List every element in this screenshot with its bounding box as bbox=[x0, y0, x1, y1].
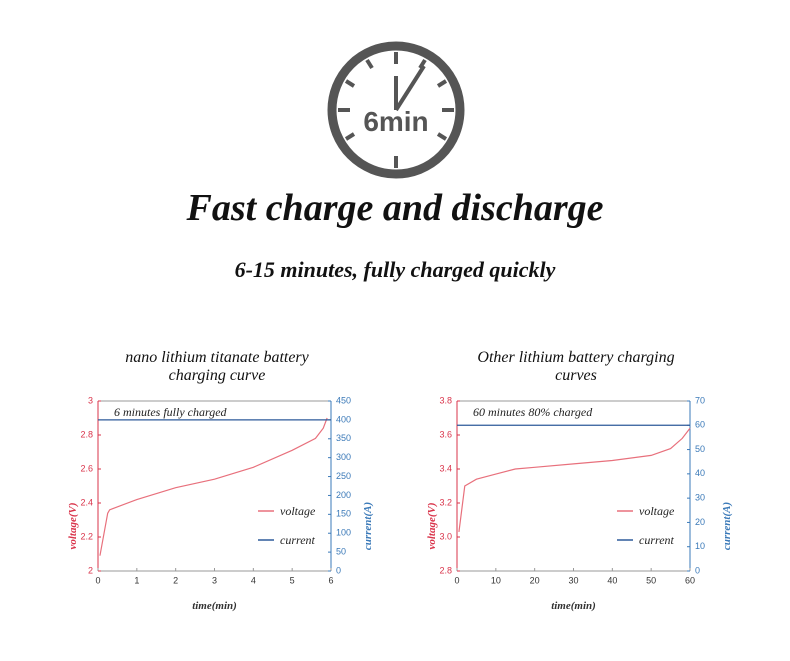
y2-axis-label: current(A) bbox=[362, 502, 374, 550]
page-title: Fast charge and discharge bbox=[186, 187, 604, 229]
y-tick-label: 2.8 bbox=[439, 565, 452, 575]
legend-label: current bbox=[280, 533, 316, 547]
y2-tick-label: 10 bbox=[695, 541, 705, 551]
y2-tick-label: 300 bbox=[336, 452, 351, 462]
y-tick-label: 3 bbox=[88, 395, 93, 405]
x-tick-label: 30 bbox=[568, 575, 578, 585]
x-tick-label: 60 bbox=[685, 575, 695, 585]
y2-tick-label: 70 bbox=[695, 395, 705, 405]
y2-tick-label: 50 bbox=[695, 444, 705, 454]
y2-tick-label: 350 bbox=[336, 433, 351, 443]
y2-tick-label: 0 bbox=[695, 565, 700, 575]
legend-label: voltage bbox=[280, 504, 316, 518]
y2-tick-label: 100 bbox=[336, 528, 351, 538]
page-subtitle: 6-15 minutes, fully charged quickly bbox=[235, 257, 556, 282]
chart-title: Other lithium battery charging curves bbox=[477, 349, 675, 384]
y-tick-label: 2.2 bbox=[80, 531, 93, 541]
y2-tick-label: 50 bbox=[336, 546, 346, 556]
x-tick-label: 0 bbox=[95, 575, 100, 585]
y2-tick-label: 30 bbox=[695, 493, 705, 503]
y2-tick-label: 400 bbox=[336, 414, 351, 424]
x-tick-label: 1 bbox=[134, 575, 139, 585]
y-tick-label: 2.6 bbox=[80, 463, 93, 473]
x-tick-label: 0 bbox=[454, 575, 459, 585]
x-axis-label: time(min) bbox=[192, 600, 237, 612]
y-axis-label: voltage(V) bbox=[67, 502, 79, 549]
x-tick-label: 10 bbox=[491, 575, 501, 585]
legend-label: voltage bbox=[639, 504, 675, 518]
y2-tick-label: 250 bbox=[336, 471, 351, 481]
y2-tick-label: 20 bbox=[695, 517, 705, 527]
y2-tick-label: 40 bbox=[695, 468, 705, 478]
y2-tick-label: 60 bbox=[695, 420, 705, 430]
annotation: 6 minutes fully charged bbox=[114, 405, 228, 419]
y-tick-label: 2.4 bbox=[80, 497, 93, 507]
series-line bbox=[99, 417, 328, 556]
y-tick-label: 2.8 bbox=[80, 429, 93, 439]
y-tick-label: 3.0 bbox=[439, 531, 452, 541]
x-tick-label: 50 bbox=[646, 575, 656, 585]
clock-label: 6min bbox=[363, 106, 428, 137]
y-tick-label: 3.8 bbox=[439, 395, 452, 405]
y2-tick-label: 150 bbox=[336, 509, 351, 519]
y2-tick-label: 450 bbox=[336, 395, 351, 405]
y2-tick-label: 200 bbox=[336, 490, 351, 500]
y-tick-label: 3.6 bbox=[439, 429, 452, 439]
annotation: 60 minutes 80% charged bbox=[473, 405, 593, 419]
y-tick-label: 3.2 bbox=[439, 497, 452, 507]
x-tick-label: 20 bbox=[530, 575, 540, 585]
y2-axis-label: current(A) bbox=[721, 502, 733, 550]
clock-icon bbox=[327, 41, 465, 179]
series-line bbox=[458, 427, 691, 532]
y-tick-label: 3.4 bbox=[439, 463, 452, 473]
x-tick-label: 6 bbox=[328, 575, 333, 585]
legend-label: current bbox=[639, 533, 675, 547]
x-tick-label: 3 bbox=[212, 575, 217, 585]
x-tick-label: 2 bbox=[173, 575, 178, 585]
y2-tick-label: 0 bbox=[336, 565, 341, 575]
x-tick-label: 40 bbox=[607, 575, 617, 585]
chart-title: nano lithium titanate battery charging c… bbox=[125, 349, 309, 384]
x-tick-label: 4 bbox=[251, 575, 256, 585]
y-axis-label: voltage(V) bbox=[426, 502, 438, 549]
x-tick-label: 5 bbox=[290, 575, 295, 585]
x-axis-label: time(min) bbox=[551, 600, 596, 612]
y-tick-label: 2 bbox=[88, 565, 93, 575]
